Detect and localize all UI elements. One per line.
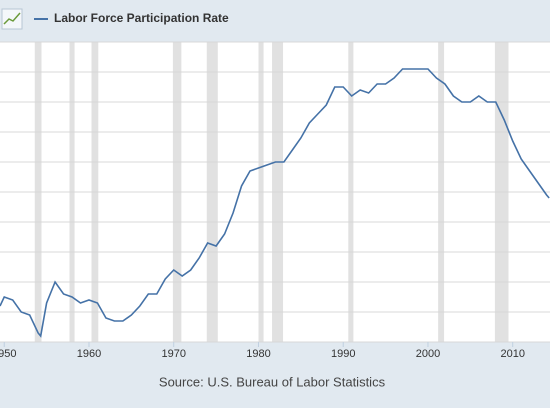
x-tick-label: 1960	[77, 348, 101, 360]
x-tick-label: 2000	[416, 348, 440, 360]
x-tick-label: 1970	[161, 348, 185, 360]
chart-icon	[1, 8, 23, 30]
x-tick-label: 1980	[246, 348, 270, 360]
legend-label: Labor Force Participation Rate	[54, 11, 229, 25]
x-tick-label: 2010	[500, 348, 524, 360]
source: Source: U.S. Bureau of Labor Statistics	[159, 374, 386, 389]
x-tick-label: 1950	[0, 348, 16, 360]
series-line	[0, 68, 550, 338]
x-tick-label: 1990	[331, 348, 355, 360]
